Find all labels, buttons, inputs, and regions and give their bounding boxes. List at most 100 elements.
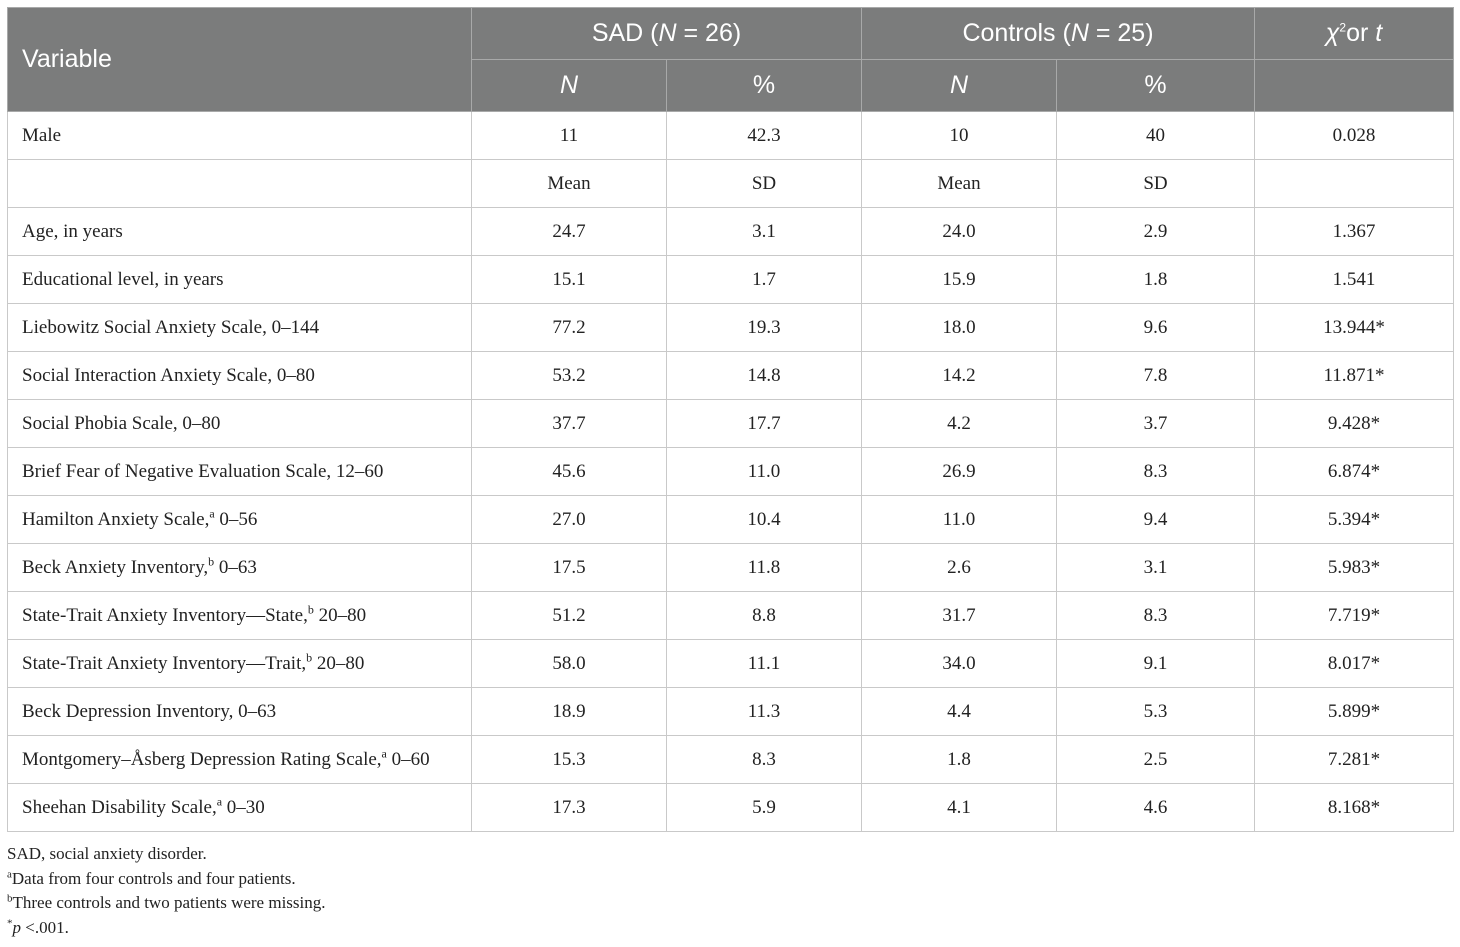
cell-sad-mean: 37.7 xyxy=(471,399,667,448)
cell-sad-sd: 19.3 xyxy=(666,303,862,352)
cell-sad-mean: 27.0 xyxy=(471,495,667,544)
header-controls-pct: % xyxy=(1056,59,1255,112)
table-row: Hamilton Anxiety Scale,a 0–56 27.0 10.4 11.… xyxy=(7,495,1454,544)
table-row: Social Phobia Scale, 0–80 37.7 17.7 4.2 3.7 9… xyxy=(7,399,1454,448)
cell-statistic: 1.541 xyxy=(1254,255,1454,304)
cell-controls-sd: 4.6 xyxy=(1056,783,1255,832)
cell-statistic: 8.017* xyxy=(1254,639,1454,688)
subheader-empty xyxy=(7,159,472,208)
subheader-controls-sd: SD xyxy=(1056,159,1255,208)
cell-controls-sd: 5.3 xyxy=(1056,687,1255,736)
cell-sad-pct: 42.3 xyxy=(666,111,862,160)
cell-controls-mean: 2.6 xyxy=(861,543,1057,592)
row-label: Educational level, in years xyxy=(7,255,472,304)
cell-controls-sd: 1.8 xyxy=(1056,255,1255,304)
header-statistic-empty xyxy=(1254,59,1454,112)
table-row: State-Trait Anxiety Inventory—Trait,b 20… xyxy=(7,639,1454,688)
cell-sad-sd: 3.1 xyxy=(666,207,862,256)
cell-controls-sd: 9.1 xyxy=(1056,639,1255,688)
table-row: Beck Anxiety Inventory,b 0–63 17.5 11.8 2.6… xyxy=(7,543,1454,592)
cell-controls-mean: 15.9 xyxy=(861,255,1057,304)
cell-statistic: 5.899* xyxy=(1254,687,1454,736)
header-controls-n: N xyxy=(861,59,1057,112)
row-label: Montgomery–Åsberg Depression Rating Scal… xyxy=(7,735,472,784)
cell-sad-sd: 5.9 xyxy=(666,783,862,832)
cell-sad-n: 11 xyxy=(471,111,667,160)
cell-sad-mean: 77.2 xyxy=(471,303,667,352)
table-body: Male 11 42.3 10 40 0.028 Mean SD Mean SD… xyxy=(7,111,1454,832)
row-label: State-Trait Anxiety Inventory—Trait,b 20… xyxy=(7,639,472,688)
cell-statistic: 1.367 xyxy=(1254,207,1454,256)
row-label: Hamilton Anxiety Scale,a 0–56 xyxy=(7,495,472,544)
header-sad-pct: % xyxy=(666,59,862,112)
table-row: Liebowitz Social Anxiety Scale, 0–144 77.… xyxy=(7,303,1454,352)
cell-sad-mean: 45.6 xyxy=(471,447,667,496)
cell-statistic: 5.394* xyxy=(1254,495,1454,544)
cell-sad-sd: 11.3 xyxy=(666,687,862,736)
cell-controls-mean: 4.2 xyxy=(861,399,1057,448)
cell-sad-mean: 18.9 xyxy=(471,687,667,736)
cell-controls-mean: 11.0 xyxy=(861,495,1057,544)
cell-statistic: 0.028 xyxy=(1254,111,1454,160)
table-container: Variable SAD (N = 26) Controls (N = 25) … xyxy=(7,7,1454,940)
table-row: State-Trait Anxiety Inventory—State,b 20… xyxy=(7,591,1454,640)
row-label: Sheehan Disability Scale,a 0–30 xyxy=(7,783,472,832)
cell-controls-pct: 40 xyxy=(1056,111,1255,160)
table-header: Variable SAD (N = 26) Controls (N = 25) … xyxy=(7,7,1454,112)
cell-controls-sd: 9.6 xyxy=(1056,303,1255,352)
row-label: Age, in years xyxy=(7,207,472,256)
cell-controls-sd: 2.5 xyxy=(1056,735,1255,784)
cell-sad-mean: 17.5 xyxy=(471,543,667,592)
cell-sad-mean: 15.1 xyxy=(471,255,667,304)
row-label: Male xyxy=(7,111,472,160)
cell-controls-mean: 24.0 xyxy=(861,207,1057,256)
row-label: Beck Depression Inventory, 0–63 xyxy=(7,687,472,736)
footnote-a: aData from four controls and four patien… xyxy=(7,867,296,888)
cell-statistic: 8.168* xyxy=(1254,783,1454,832)
subheader-statistic xyxy=(1254,159,1454,208)
header-variable: Variable xyxy=(7,7,472,112)
cell-sad-mean: 51.2 xyxy=(471,591,667,640)
row-label: Social Phobia Scale, 0–80 xyxy=(7,399,472,448)
cell-controls-mean: 1.8 xyxy=(861,735,1057,784)
subheader-sad-sd: SD xyxy=(666,159,862,208)
header-statistic: χ2or t xyxy=(1254,7,1454,60)
cell-sad-mean: 17.3 xyxy=(471,783,667,832)
cell-sad-sd: 17.7 xyxy=(666,399,862,448)
row-label: Liebowitz Social Anxiety Scale, 0–144 xyxy=(7,303,472,352)
cell-statistic: 5.983* xyxy=(1254,543,1454,592)
cell-sad-mean: 24.7 xyxy=(471,207,667,256)
cell-sad-sd: 11.1 xyxy=(666,639,862,688)
cell-controls-sd: 9.4 xyxy=(1056,495,1255,544)
cell-controls-mean: 4.1 xyxy=(861,783,1057,832)
cell-sad-sd: 11.8 xyxy=(666,543,862,592)
cell-sad-sd: 10.4 xyxy=(666,495,862,544)
header-controls-group: Controls (N = 25) xyxy=(861,7,1255,60)
cell-sad-mean: 15.3 xyxy=(471,735,667,784)
cell-controls-mean: 4.4 xyxy=(861,687,1057,736)
table-row: Beck Depression Inventory, 0–63 18.9 11.3 4… xyxy=(7,687,1454,736)
cell-sad-sd: 11.0 xyxy=(666,447,862,496)
cell-sad-sd: 1.7 xyxy=(666,255,862,304)
cell-sad-sd: 14.8 xyxy=(666,351,862,400)
footnote-p-value: *p <.001. xyxy=(7,916,69,937)
cell-controls-sd: 2.9 xyxy=(1056,207,1255,256)
cell-statistic: 6.874* xyxy=(1254,447,1454,496)
cell-sad-sd: 8.3 xyxy=(666,735,862,784)
cell-controls-mean: 18.0 xyxy=(861,303,1057,352)
row-label: Brief Fear of Negative Evaluation Scale,… xyxy=(7,447,472,496)
cell-sad-mean: 53.2 xyxy=(471,351,667,400)
cell-statistic: 7.281* xyxy=(1254,735,1454,784)
table-row: Age, in years 24.7 3.1 24.0 2.9 1.367 xyxy=(7,207,1454,256)
cell-controls-n: 10 xyxy=(861,111,1057,160)
cell-controls-mean: 14.2 xyxy=(861,351,1057,400)
cell-controls-sd: 8.3 xyxy=(1056,447,1255,496)
row-label: Social Interaction Anxiety Scale, 0–80 xyxy=(7,351,472,400)
cell-controls-mean: 34.0 xyxy=(861,639,1057,688)
footnote-abbreviation: SAD, social anxiety disorder. xyxy=(7,844,207,863)
row-label: State-Trait Anxiety Inventory—State,b 20… xyxy=(7,591,472,640)
header-sad-n: N xyxy=(471,59,667,112)
subheader-controls-mean: Mean xyxy=(861,159,1057,208)
cell-controls-mean: 26.9 xyxy=(861,447,1057,496)
table-row: Montgomery–Åsberg Depression Rating Scal… xyxy=(7,735,1454,784)
